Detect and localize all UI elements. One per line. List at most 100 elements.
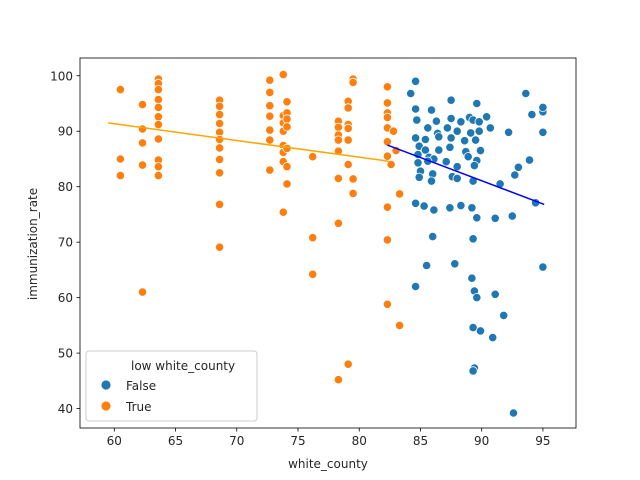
data-point-true-64 [343, 103, 353, 113]
data-point-true-52 [308, 152, 318, 162]
data-point-false-61 [490, 213, 500, 223]
data-point-false-47 [426, 176, 437, 186]
plot-area [79, 57, 577, 429]
data-point-false-67 [538, 127, 548, 137]
data-point-false-62 [507, 211, 517, 221]
data-point-true-68 [343, 159, 353, 170]
data-point-true-83 [382, 299, 392, 309]
data-point-true-32 [265, 101, 275, 111]
data-point-false-52 [524, 155, 535, 165]
data-point-false-8 [431, 116, 441, 126]
data-point-false-5 [472, 98, 482, 109]
data-point-false-70 [421, 260, 432, 271]
x-tick-label-80: 80 [352, 434, 367, 448]
data-point-false-7 [412, 115, 422, 125]
y-tick-label-90: 90 [58, 125, 73, 139]
data-point-true-51 [282, 179, 292, 189]
data-point-true-77 [382, 112, 392, 123]
data-point-false-14 [423, 123, 433, 133]
data-point-false-2 [410, 104, 421, 114]
data-point-false-72 [467, 273, 477, 283]
data-point-true-48 [282, 122, 292, 132]
data-point-false-26 [470, 135, 481, 145]
data-point-false-69 [468, 234, 478, 244]
x-tick-label-65: 65 [168, 434, 183, 448]
data-point-true-10 [153, 85, 163, 95]
data-point-false-50 [513, 162, 524, 172]
data-point-false-86 [452, 173, 462, 183]
data-point-false-85 [538, 262, 548, 272]
data-point-false-17 [452, 126, 462, 136]
data-point-true-54 [308, 269, 318, 279]
data-point-false-64 [527, 110, 537, 120]
data-point-false-6 [481, 112, 492, 122]
data-point-true-53 [308, 233, 318, 243]
data-point-true-0 [115, 85, 126, 95]
legend-marker-true [100, 400, 112, 412]
data-point-true-17 [153, 162, 163, 172]
legend-box [85, 350, 258, 422]
legend: low white_county False True [85, 350, 258, 422]
data-point-true-27 [215, 168, 225, 178]
data-point-true-28 [215, 199, 225, 209]
data-point-false-20 [485, 123, 495, 133]
data-point-true-74 [382, 82, 392, 92]
data-point-false-60 [472, 213, 482, 223]
y-tick-label-100: 100 [50, 69, 73, 83]
data-point-true-18 [153, 171, 163, 181]
data-point-false-77 [499, 310, 509, 320]
data-point-true-85 [394, 320, 405, 330]
data-point-false-38 [413, 158, 423, 168]
data-point-false-24 [446, 133, 456, 143]
data-point-false-57 [445, 203, 455, 213]
data-point-false-10 [456, 117, 466, 127]
data-point-true-79 [382, 137, 392, 147]
data-point-false-84 [521, 88, 531, 99]
data-point-false-21 [410, 133, 421, 143]
data-point-false-29 [434, 145, 444, 155]
data-point-false-3 [426, 105, 437, 115]
data-point-false-53 [503, 127, 514, 137]
data-point-true-35 [265, 135, 275, 145]
x-axis: 60 65 70 75 80 85 90 95 [107, 428, 551, 448]
data-point-false-22 [420, 134, 430, 145]
data-point-true-80 [382, 151, 392, 161]
data-point-true-37 [278, 70, 288, 80]
data-point-true-12 [153, 102, 163, 113]
data-point-false-55 [419, 201, 429, 211]
data-point-true-25 [215, 143, 225, 153]
data-point-false-36 [463, 152, 473, 162]
data-point-false-18 [466, 128, 476, 138]
data-point-true-61 [333, 218, 343, 228]
y-tick-label-80: 80 [58, 180, 73, 194]
data-point-true-33 [265, 111, 275, 121]
legend-marker-false [100, 379, 112, 391]
data-point-false-68 [428, 232, 438, 242]
fit-line-false [387, 144, 545, 206]
data-point-true-31 [265, 87, 275, 98]
data-point-true-6 [137, 160, 148, 170]
data-point-true-69 [343, 359, 353, 369]
data-point-true-11 [153, 95, 163, 105]
data-point-true-36 [265, 165, 275, 175]
data-point-true-26 [215, 154, 225, 165]
data-point-false-4 [446, 95, 456, 105]
data-point-false-83 [508, 408, 519, 418]
data-point-false-46 [414, 172, 424, 182]
data-point-false-76 [410, 281, 421, 292]
data-point-true-81 [382, 202, 392, 212]
data-point-false-54 [410, 198, 421, 208]
data-point-true-30 [265, 75, 275, 85]
data-point-true-14 [153, 120, 163, 130]
data-point-true-4 [137, 124, 148, 134]
data-point-true-21 [215, 110, 225, 120]
data-point-false-71 [450, 259, 460, 269]
data-point-false-59 [467, 203, 477, 213]
fit-line-true [108, 122, 389, 162]
data-point-false-19 [474, 126, 484, 136]
y-tick-label-70: 70 [58, 236, 73, 250]
x-tick-label-95: 95 [535, 434, 550, 448]
y-tick-label-60: 60 [58, 291, 73, 305]
data-point-true-34 [265, 125, 275, 135]
